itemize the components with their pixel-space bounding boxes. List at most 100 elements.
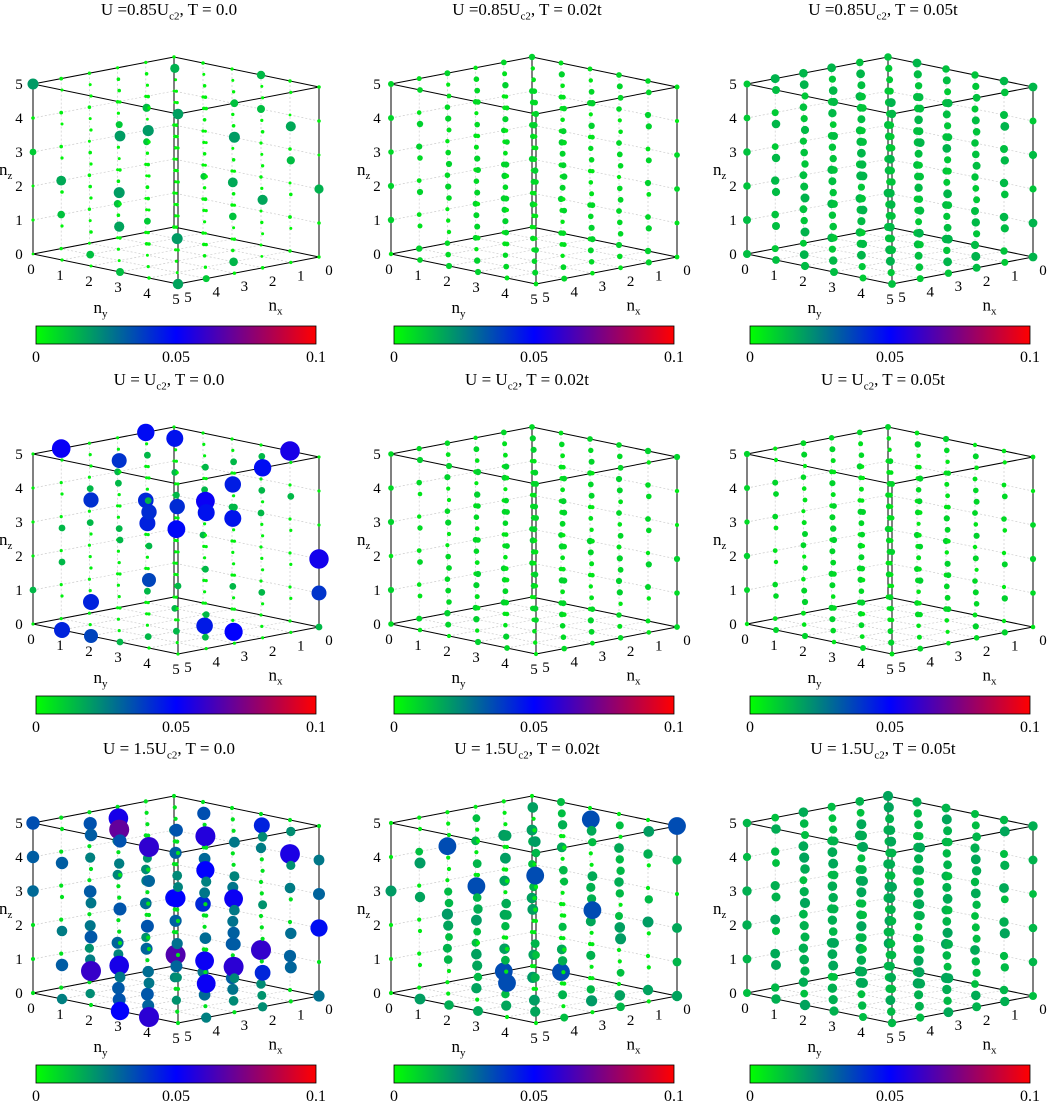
data-point [475,167,481,173]
data-point [827,983,838,993]
data-point [617,959,622,964]
data-point [828,435,835,441]
box-edge [891,825,1034,854]
box-edge [746,253,893,285]
data-point [232,226,236,230]
data-point [197,806,211,820]
colorbar-tick-label: 0 [32,349,40,366]
data-point [224,509,242,527]
data-point [174,89,178,93]
grid-line [746,90,889,119]
data-point [251,940,271,960]
z-axis-label: nz [0,160,13,182]
data-point [113,187,125,199]
data-point [857,830,867,841]
data-point [118,606,122,610]
data-point [943,178,951,186]
data-point [773,627,779,633]
data-point [415,847,424,856]
title-prefix: U = U [821,370,864,389]
grid-line [448,238,591,267]
x-tick-label: 1 [1011,268,1019,284]
data-point [230,169,234,173]
data-point [444,898,454,908]
data-point [1002,460,1007,465]
data-point [202,633,209,641]
data-point [915,138,925,147]
data-point [942,110,951,119]
data-point [916,589,921,595]
data-point [533,281,539,287]
data-point [501,955,510,965]
data-point [472,814,481,823]
box-edge [390,596,533,625]
data-point [560,600,567,607]
data-point [561,566,566,572]
colorbar [35,695,317,715]
data-point [587,805,593,811]
data-point [31,184,35,188]
data-point [888,572,894,577]
grid-line [145,232,291,263]
data-point [474,468,482,476]
data-point [531,88,538,94]
data-point [562,981,567,986]
data-point [504,94,509,99]
data-point [561,612,567,617]
data-point [259,175,263,179]
data-point [916,104,925,113]
colorbar-tick-label: 0.05 [876,719,904,736]
data-point [117,940,123,946]
z-tick-label: 4 [15,481,23,497]
data-point [444,474,451,481]
data-point [145,890,150,895]
box-edge [535,626,678,655]
data-point [972,476,978,482]
data-point [204,242,208,247]
data-point [88,623,92,627]
data-point [674,488,680,494]
data-point [446,229,452,235]
data-point [446,565,452,571]
data-point [175,907,180,912]
data-point [88,219,92,223]
data-points [29,423,329,656]
box-edge [173,596,320,628]
data-point [89,196,93,200]
data-point [203,533,207,537]
data-point [771,210,779,219]
data-point [973,196,981,204]
data-point [617,196,624,203]
data-point [473,972,483,982]
grid-line [117,976,263,1008]
data-point [971,957,980,966]
data-point [501,1000,512,1011]
tick-labels: 00 011 122 233 344 455 5 [15,447,333,678]
box-edge [746,992,893,1024]
data-point [916,1013,925,1022]
data-point [799,954,809,965]
data-point [199,932,212,944]
title-suffix: , T = 0.02t [530,0,602,19]
data-point [60,122,64,126]
data-point [590,538,595,544]
data-point [800,148,808,157]
data-point [260,164,265,168]
data-point [116,638,124,646]
data-point [284,961,297,974]
data-point [256,979,266,989]
data-point [1028,82,1038,92]
data-point [203,1004,208,1009]
z-tick-label: 3 [373,145,381,161]
data-point [799,68,808,78]
data-point [474,87,481,94]
data-point [773,446,778,451]
data-point [533,583,539,589]
data-point [587,247,594,254]
title-suffix: , T = 0.0 [179,0,238,19]
grid-line [859,602,1005,633]
data-point [81,961,101,981]
data-point [559,623,566,629]
data-point [255,842,267,854]
y-tick-label: 5 [530,292,538,308]
